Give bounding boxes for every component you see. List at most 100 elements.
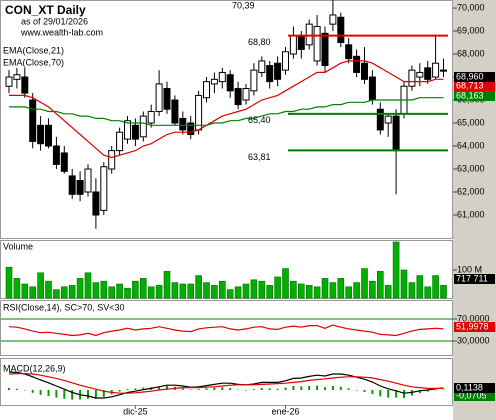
- macd-histogram-bar: [237, 389, 240, 391]
- candle-body: [234, 88, 242, 106]
- candle-body: [266, 65, 274, 83]
- candle-body: [345, 44, 353, 60]
- volume-bar: [408, 282, 416, 299]
- candle-body: [226, 74, 234, 92]
- ema-line: [9, 97, 444, 126]
- candle-body: [131, 124, 139, 140]
- volume-bar: [250, 279, 258, 299]
- y-tick-label: 62,000: [457, 186, 485, 196]
- macd-histogram-bar: [158, 386, 161, 390]
- candle-body: [92, 191, 100, 216]
- axis-marker: [454, 81, 495, 91]
- macd-histogram-bar: [355, 390, 358, 391]
- macd-histogram-bar: [39, 390, 42, 395]
- volume-bar: [147, 286, 155, 299]
- macd-histogram-bar: [292, 386, 295, 390]
- volume-bar: [416, 275, 424, 299]
- axis-marker-label: 51,9978: [456, 321, 489, 331]
- macd-histogram-bar: [316, 385, 319, 390]
- volume-bar: [60, 286, 68, 299]
- candle-body: [5, 76, 13, 87]
- macd-histogram-bar: [434, 390, 437, 391]
- volume-bar: [45, 280, 52, 299]
- volume-bar: [329, 282, 337, 299]
- volume-bar: [297, 283, 305, 299]
- pane-title: MACD(12,26,9): [3, 363, 66, 373]
- volume-bar: [282, 268, 289, 299]
- volume-bar: [211, 285, 218, 299]
- y-tick-label: 100 M: [457, 264, 482, 274]
- y-tick-label: 68,000: [457, 48, 485, 58]
- macd-histogram-bar: [23, 390, 26, 391]
- legend-entry: EMA(Close,21): [3, 45, 64, 55]
- candle-body: [305, 23, 313, 46]
- price-pane: [0, 0, 453, 239]
- candle-body: [384, 115, 392, 124]
- macd-histogram-bar: [213, 387, 216, 390]
- candle-body: [408, 69, 416, 87]
- volume-bar: [132, 280, 139, 299]
- macd-histogram-bar: [47, 390, 50, 396]
- x-tick-label: dic-25: [123, 406, 148, 416]
- axis-marker: [454, 274, 495, 284]
- axis-marker-label: 68,163: [456, 90, 484, 100]
- volume-bar: [92, 282, 100, 299]
- axis-marker-label: 0,1138: [456, 382, 483, 392]
- rsi-pane: [0, 300, 453, 356]
- axis-marker: [454, 72, 495, 82]
- macd-histogram-bar: [276, 388, 279, 390]
- candle-body: [321, 32, 329, 67]
- volume-bar: [203, 282, 210, 299]
- candle-body: [13, 74, 21, 80]
- level-label: 63,81: [248, 152, 271, 162]
- y-tick-label: 65,000: [457, 117, 485, 127]
- volume-bar: [361, 268, 368, 299]
- candle-body: [353, 55, 361, 73]
- macd-line: [8, 373, 444, 394]
- macd-histogram-bar: [71, 390, 74, 400]
- candle-body: [76, 180, 84, 195]
- volume-bar: [5, 266, 13, 299]
- macd-histogram-bar: [252, 389, 255, 390]
- volume-bar: [266, 285, 274, 299]
- macd-histogram-bar: [134, 388, 137, 390]
- rsi-line: [8, 324, 444, 337]
- macd-histogram-bar: [387, 390, 390, 398]
- candle-body: [163, 88, 171, 110]
- volume-pane: [0, 240, 453, 299]
- price-axis: [453, 0, 496, 420]
- candle-body: [250, 69, 258, 92]
- y-tick-label: 63,000: [457, 163, 485, 173]
- candle-body: [37, 124, 45, 145]
- axis-marker: [454, 322, 495, 332]
- macd-histogram-bar: [395, 390, 398, 398]
- volume-bar: [53, 289, 60, 299]
- candle-body: [258, 60, 266, 73]
- macd-histogram-bar: [268, 388, 271, 390]
- volume-bar: [68, 285, 76, 299]
- macd-histogram-bar: [94, 390, 97, 399]
- volume-bar: [171, 282, 179, 299]
- macd-histogram-bar: [426, 390, 429, 392]
- candle-body: [218, 71, 226, 83]
- macd-histogram-bar: [324, 387, 326, 390]
- volume-bar: [108, 286, 115, 299]
- macd-histogram-bar: [284, 387, 287, 390]
- volume-bar: [21, 283, 29, 299]
- axis-marker-label: 717 711: [456, 273, 488, 283]
- macd-histogram-bar: [31, 390, 34, 393]
- candle-body: [274, 62, 282, 80]
- volume-bar: [234, 286, 242, 299]
- candle-body: [313, 25, 321, 62]
- macd-histogram-bar: [189, 389, 192, 391]
- candle-body: [108, 150, 116, 170]
- candle-body: [171, 99, 179, 124]
- axis-marker-label: 68,713: [456, 80, 484, 90]
- volume-bar: [376, 271, 384, 299]
- level-label: 68,80: [248, 37, 271, 47]
- candle-body: [100, 166, 108, 211]
- macd-histogram-bar: [245, 390, 247, 391]
- legend-entry: EMA(Close,70): [3, 57, 64, 67]
